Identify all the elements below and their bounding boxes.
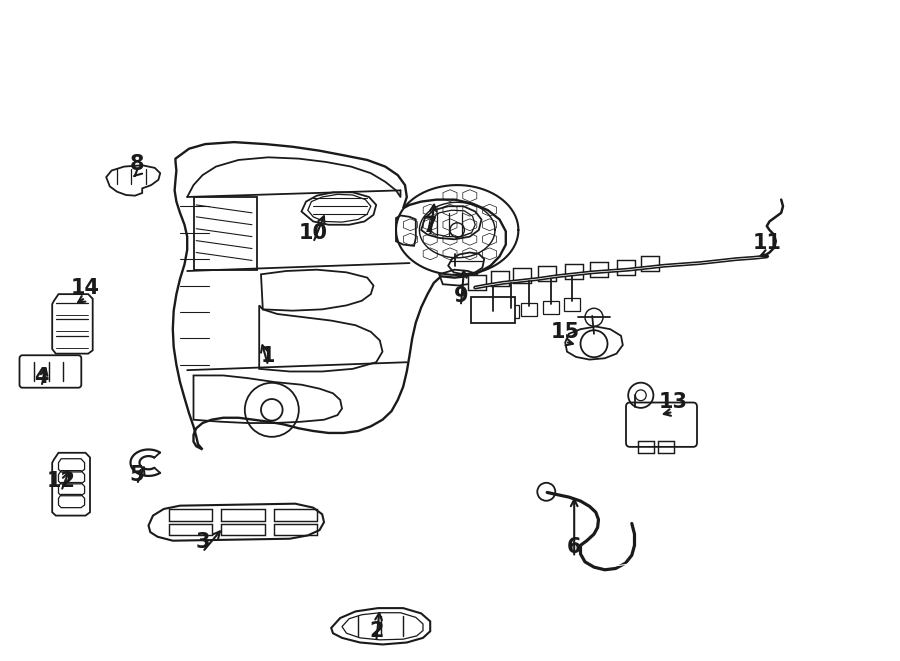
FancyBboxPatch shape [521,303,537,316]
Text: 14: 14 [71,278,100,297]
FancyBboxPatch shape [468,275,486,290]
FancyBboxPatch shape [513,268,531,284]
Text: 12: 12 [47,471,76,491]
Text: 1: 1 [261,346,275,366]
Text: 5: 5 [130,465,144,485]
Text: 2: 2 [369,621,383,641]
FancyBboxPatch shape [538,266,556,282]
FancyBboxPatch shape [491,271,508,286]
FancyBboxPatch shape [563,298,580,311]
Text: 7: 7 [423,216,437,236]
FancyBboxPatch shape [565,264,583,280]
Text: 3: 3 [195,532,210,552]
FancyBboxPatch shape [471,297,515,323]
Text: 6: 6 [567,537,581,557]
Text: 11: 11 [752,233,781,253]
FancyBboxPatch shape [503,305,519,318]
Text: 10: 10 [299,223,328,243]
FancyBboxPatch shape [543,301,559,314]
Text: 8: 8 [130,154,144,174]
Text: 13: 13 [659,392,688,412]
FancyBboxPatch shape [641,256,659,272]
FancyBboxPatch shape [616,260,634,275]
FancyBboxPatch shape [485,307,501,321]
FancyBboxPatch shape [590,262,608,277]
Text: 4: 4 [34,367,49,387]
Text: 9: 9 [454,286,468,306]
Text: 15: 15 [551,322,580,342]
